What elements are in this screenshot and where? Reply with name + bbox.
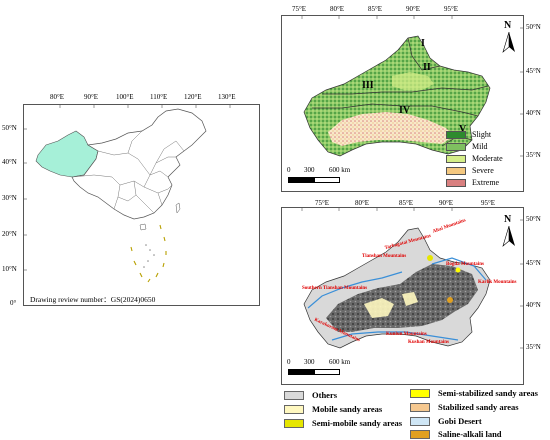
- china-outline: [71, 108, 207, 220]
- china-lat-label: 0°: [10, 299, 17, 307]
- north-arrow-icon: N: [501, 20, 517, 54]
- region-label: V: [459, 124, 467, 135]
- legend-item-moderate: Moderate: [446, 154, 503, 163]
- top-lat-label: 50°N: [526, 23, 541, 31]
- china-lat-label: 50°N: [2, 124, 17, 132]
- legend-item-mobile: Mobile sandy areas: [284, 404, 382, 414]
- bottom-lon-label: 90°E: [439, 199, 454, 207]
- china-lat-label: 40°N: [2, 158, 17, 166]
- drawing-review-number: Drawing review number：GS(2024)0650: [30, 295, 156, 304]
- north-label: N: [504, 20, 512, 31]
- north-label: N: [504, 214, 512, 225]
- legend-item-extreme: Extreme: [446, 178, 499, 187]
- top-lat-label: 35°N: [526, 151, 541, 159]
- north-arrow-icon: N: [501, 214, 517, 248]
- china-lon-label: 110°E: [150, 93, 168, 101]
- legend-item-stabilized: Stabilized sandy areas: [410, 402, 519, 412]
- china-map: [24, 105, 231, 283]
- top-lon-label: 85°E: [368, 5, 383, 13]
- legend-item-semi-mobile: Semi-mobile sandy areas: [284, 418, 402, 428]
- drought-map: [301, 16, 523, 157]
- mountain-label: Karlik Mountains: [478, 280, 517, 285]
- bottom-lon-label: 85°E: [399, 199, 414, 207]
- bottom-lat-label: 40°N: [526, 301, 541, 309]
- region-label: I: [421, 38, 425, 49]
- china-lon-label: 90°E: [84, 93, 99, 101]
- bottom-lon-label: 75°E: [315, 199, 330, 207]
- top-lon-label: 75°E: [292, 5, 307, 13]
- region-label: II: [423, 62, 431, 73]
- top-lon-label: 80°E: [330, 5, 345, 13]
- scalebar: 0 300 600 km: [287, 166, 367, 188]
- bottom-lat-label: 45°N: [526, 259, 541, 267]
- china-lon-label: 120°E: [184, 93, 202, 101]
- sandy-map: [301, 208, 523, 349]
- china-lat-label: 10°N: [2, 265, 17, 273]
- legend-item-others: Others: [284, 390, 337, 400]
- region-label: III: [362, 80, 374, 91]
- scalebar: 0 300 600 km: [287, 358, 367, 380]
- mountain-label: Kushan Mountains: [408, 340, 449, 345]
- china-lon-label: 100°E: [116, 93, 134, 101]
- china-lat-label: 20°N: [2, 230, 17, 238]
- legend-item-gobi: Gobi Desert: [410, 416, 482, 426]
- legend-item-slight: Slight: [446, 130, 491, 139]
- legend-item-saline: Saline-alkali land: [410, 429, 502, 439]
- legend-item-severe: Severe: [446, 166, 494, 175]
- legend-item-semi-stabilized: Semi-stabilized sandy areas: [410, 388, 538, 398]
- china-map-panel: [23, 104, 260, 306]
- sandy-map-panel: [281, 207, 524, 385]
- mountain-label: Southern Tianshan Mountains: [302, 286, 368, 291]
- mountain-label: Kunlun Mountains: [386, 332, 427, 337]
- bottom-lat-label: 50°N: [526, 215, 541, 223]
- bottom-lon-label: 80°E: [355, 199, 370, 207]
- mountain-label: Tianshan Mountains: [362, 254, 407, 259]
- china-lat-label: 30°N: [2, 194, 17, 202]
- legend-item-mild: Mild: [446, 142, 488, 151]
- china-lon-label: 130°E: [218, 93, 236, 101]
- mountain-label: Bogda Mountains: [446, 262, 484, 267]
- top-lon-label: 95°E: [444, 5, 459, 13]
- bottom-lon-label: 95°E: [481, 199, 496, 207]
- top-lat-label: 40°N: [526, 109, 541, 117]
- china-lon-label: 80°E: [50, 93, 65, 101]
- bottom-lat-label: 35°N: [526, 343, 541, 351]
- drought-map-panel: [281, 15, 524, 192]
- top-lon-label: 90°E: [406, 5, 421, 13]
- top-lat-label: 45°N: [526, 67, 541, 75]
- region-label: IV: [399, 105, 411, 116]
